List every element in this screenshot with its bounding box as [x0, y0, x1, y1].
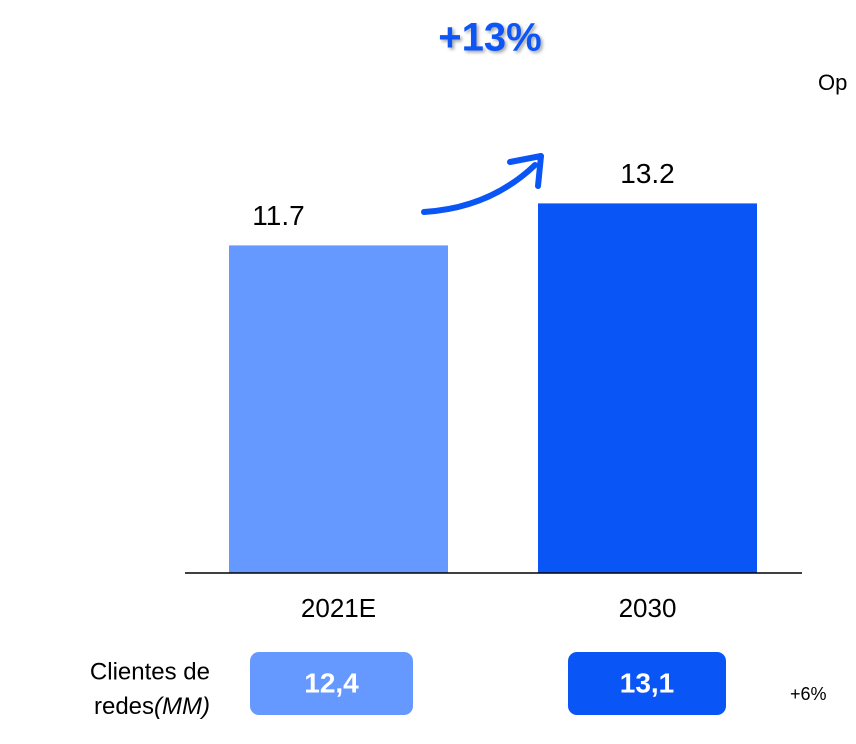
- growth-arrow: [421, 162, 538, 215]
- value-box: [250, 652, 413, 715]
- clipped-text: Op: [818, 70, 847, 95]
- x-tick-label: 2021E: [301, 593, 376, 623]
- row-label-text: redes: [94, 693, 154, 720]
- growth-annotation: +13%: [438, 16, 541, 60]
- arrow-head: [507, 153, 544, 189]
- row-label: Clientes de: [90, 658, 210, 685]
- value-box: [568, 652, 726, 715]
- change-label: +6%: [790, 684, 827, 704]
- value-label: 11.7: [252, 200, 304, 231]
- row-label: redes(MM): [94, 693, 210, 720]
- box-value: 12,4: [304, 667, 359, 698]
- bar: [538, 203, 757, 573]
- row-label-unit: (MM): [154, 693, 210, 720]
- bar: [229, 245, 448, 573]
- value-label: 13.2: [620, 158, 675, 189]
- box-value: 13,1: [620, 667, 675, 698]
- x-tick-label: 2030: [619, 593, 677, 623]
